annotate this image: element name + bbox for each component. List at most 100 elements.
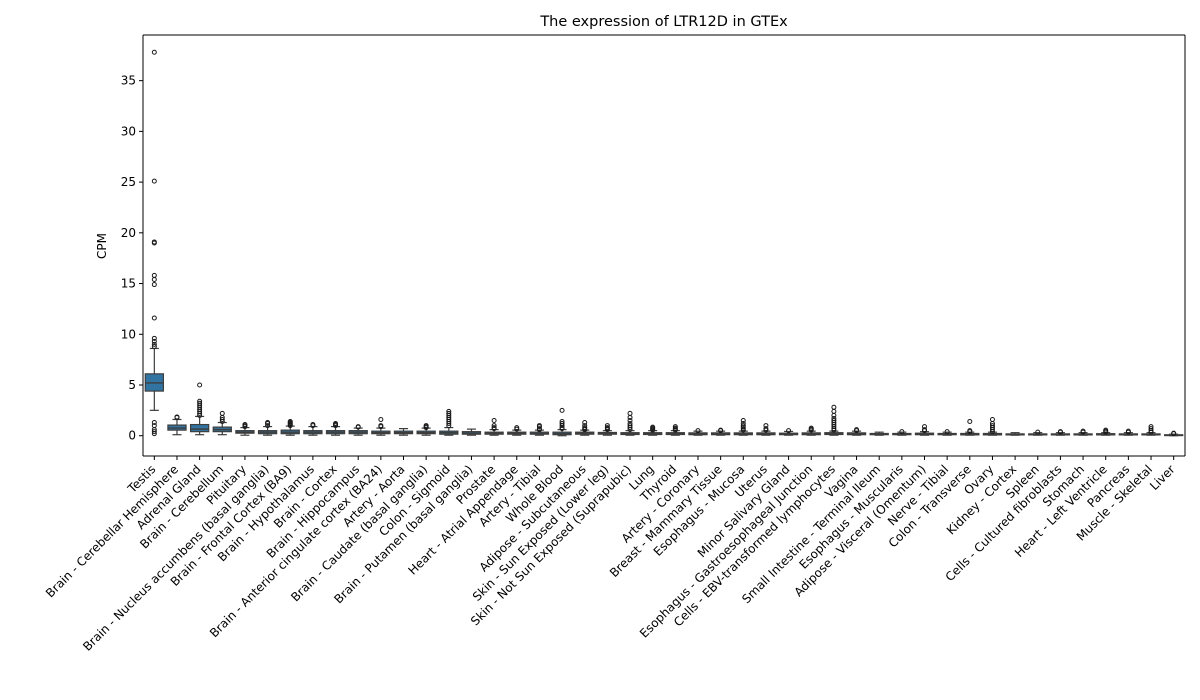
y-tick-label: 5 <box>128 378 136 392</box>
outlier-point <box>831 417 837 423</box>
outlier-point <box>740 427 746 433</box>
outlier-point <box>514 426 520 432</box>
outlier-point <box>355 424 361 430</box>
outlier-point <box>219 410 225 416</box>
outlier-point <box>242 422 248 428</box>
outlier-point <box>151 178 157 184</box>
outlier-point <box>287 419 293 425</box>
outlier-point <box>786 428 792 434</box>
outlier-point <box>151 276 157 282</box>
outlier-point <box>582 420 588 426</box>
y-tick-label: 35 <box>121 74 136 88</box>
outlier-point <box>672 424 678 430</box>
outlier-point <box>627 421 633 427</box>
outlier-point <box>491 425 497 431</box>
outlier-point <box>763 423 769 429</box>
outlier-point <box>740 426 746 432</box>
y-tick-label: 30 <box>121 124 136 138</box>
outlier-point <box>922 427 927 433</box>
box <box>189 423 210 433</box>
outlier-point <box>151 429 157 435</box>
outlier-point <box>536 426 542 432</box>
outlier-point <box>582 423 588 429</box>
outlier-point <box>514 425 520 431</box>
outlier-point <box>944 429 950 435</box>
outlier-point <box>151 420 157 426</box>
outlier-point <box>1148 424 1154 430</box>
outlier-point <box>151 282 157 288</box>
outlier-point <box>197 398 203 404</box>
outlier-point <box>1035 429 1041 435</box>
outlier-point <box>967 419 973 425</box>
outlier-point <box>740 417 746 423</box>
outlier-point <box>559 421 565 427</box>
outlier-point <box>854 427 860 433</box>
outlier-point <box>333 421 339 427</box>
outlier-point <box>627 410 633 416</box>
outlier-point <box>808 425 814 431</box>
outlier-point <box>582 425 588 431</box>
outlier-point <box>763 426 769 432</box>
outlier-point <box>174 414 180 420</box>
y-tick-label: 10 <box>121 327 136 341</box>
outlier-point <box>151 423 157 429</box>
outlier-point <box>446 408 452 414</box>
outlier-point <box>672 425 678 431</box>
outlier-point <box>1171 430 1177 436</box>
outlier-point <box>197 382 203 388</box>
outlier-point <box>831 415 837 421</box>
outlier-point <box>310 422 316 428</box>
outlier-point <box>989 416 995 422</box>
outlier-point <box>604 425 610 431</box>
outlier-point <box>536 423 542 429</box>
outlier-point <box>151 343 157 349</box>
outlier-point <box>151 315 157 321</box>
outlier-point <box>491 417 497 423</box>
outlier-point <box>695 428 701 434</box>
outlier-point <box>446 410 452 416</box>
outlier-point <box>491 423 497 429</box>
outlier-point <box>1148 426 1154 432</box>
outlier-point <box>922 424 927 430</box>
outlier-point <box>718 427 724 433</box>
outlier-point <box>1103 427 1109 433</box>
outlier-point <box>151 239 157 245</box>
outlier-point <box>219 416 225 422</box>
y-tick-label: 15 <box>121 277 136 291</box>
outlier-point <box>967 428 973 434</box>
outlier-point <box>559 407 565 413</box>
outlier-point <box>627 423 633 429</box>
outlier-point <box>627 417 633 423</box>
outlier-point <box>831 404 837 410</box>
outlier-point <box>378 423 384 429</box>
outlier-point <box>740 421 746 427</box>
outlier-point <box>378 416 384 422</box>
outlier-point <box>559 419 565 425</box>
outlier-point <box>197 400 203 406</box>
outlier-point <box>740 423 746 429</box>
outlier-point <box>151 272 157 278</box>
y-tick-label: 0 <box>128 429 136 443</box>
outlier-point <box>831 408 837 414</box>
chart-title: The expression of LTR12D in GTEx <box>539 14 788 30</box>
outlier-point <box>151 341 157 347</box>
outlier-point <box>151 338 157 344</box>
outlier-point <box>1057 429 1063 435</box>
outlier-point <box>265 420 271 426</box>
y-axis-label: CPM <box>95 233 109 259</box>
outlier-point <box>151 335 157 341</box>
outlier-point <box>763 427 769 433</box>
outlier-point <box>151 49 157 55</box>
x-tick-label: Liver <box>1147 462 1178 493</box>
outlier-point <box>265 423 271 429</box>
outlier-point <box>650 424 656 430</box>
outlier-point <box>1125 428 1131 434</box>
outlier-point <box>899 429 905 435</box>
y-tick-label: 20 <box>121 226 136 240</box>
y-tick-label: 25 <box>121 175 136 189</box>
outlier-point <box>1080 428 1086 434</box>
outlier-point <box>423 423 429 429</box>
